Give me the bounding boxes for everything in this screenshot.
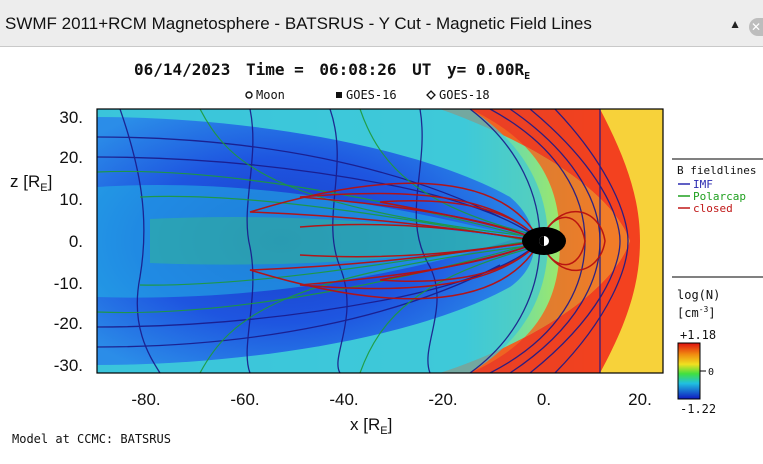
z-tick-label: -30. (54, 356, 83, 375)
z-tick-label: -20. (54, 314, 83, 333)
x-tick-label: -40. (329, 390, 358, 409)
triangle-up-icon[interactable]: ▲ (729, 17, 741, 31)
x-axis-label: x [RE] (350, 415, 392, 437)
magnetosphere-plot: 06/14/2023 Time = 06:08:26 UT y= 0.00RE … (10, 60, 763, 446)
plot-frame (96, 108, 664, 374)
fieldline-legend: B fieldlines IMF Polarcap closed (672, 158, 763, 278)
colorbar-max: +1.18 (680, 328, 716, 342)
z-tick-label: 20. (59, 148, 83, 167)
title-bar: SWMF 2011+RCM Magnetosphere - BATSRUS - … (0, 0, 763, 47)
legend-title: B fieldlines (677, 164, 756, 177)
z-tick-label: 10. (59, 190, 83, 209)
marker-moon-label: Moon (256, 88, 285, 102)
z-axis-label: z [RE] (10, 172, 52, 194)
close-icon[interactable]: ✕ (749, 18, 763, 36)
plot-header: 06/14/2023 Time = 06:08:26 UT y= 0.00RE (134, 60, 530, 82)
legend-item-closed: closed (693, 202, 733, 215)
legend-item-imf: IMF (693, 178, 713, 191)
colorbar-units: [cm-3] (677, 305, 716, 320)
colorbar-mid: 0 (708, 367, 714, 378)
colorbar-title: log(N) (677, 288, 720, 302)
x-tick-label: -60. (230, 390, 259, 409)
plot-area (97, 109, 663, 373)
moon-marker-icon (245, 91, 253, 99)
window-title: SWMF 2011+RCM Magnetosphere - BATSRUS - … (5, 14, 592, 33)
colorbar-min: -1.22 (680, 402, 716, 416)
z-axis-ticks: 30. 20. 10. 0. -10. -20. -30. (54, 108, 83, 375)
model-credit: Model at CCMC: BATSRUS (12, 432, 171, 446)
x-tick-label: 0. (537, 390, 551, 409)
marker-goes18-label: GOES-18 (439, 88, 490, 102)
x-tick-label: -80. (131, 390, 160, 409)
marker-legend: Moon GOES-16 GOES-18 (245, 88, 490, 102)
z-tick-label: 0. (69, 232, 83, 251)
plot-panel: 06/14/2023 Time = 06:08:26 UT y= 0.00RE … (0, 47, 763, 464)
z-tick-label: -10. (54, 274, 83, 293)
colorbar: log(N) [cm-3] +1.18 0 -1.22 (677, 288, 720, 416)
goes16-marker-icon (336, 92, 342, 98)
x-axis-ticks: -80. -60. -40. -20. 0. 20. (131, 390, 651, 409)
legend-item-polarcap: Polarcap (693, 190, 746, 203)
x-tick-label: -20. (428, 390, 457, 409)
goes18-marker-icon (426, 90, 436, 100)
x-tick-label: 20. (628, 390, 652, 409)
z-tick-label: 30. (59, 108, 83, 127)
marker-goes16-label: GOES-16 (346, 88, 397, 102)
